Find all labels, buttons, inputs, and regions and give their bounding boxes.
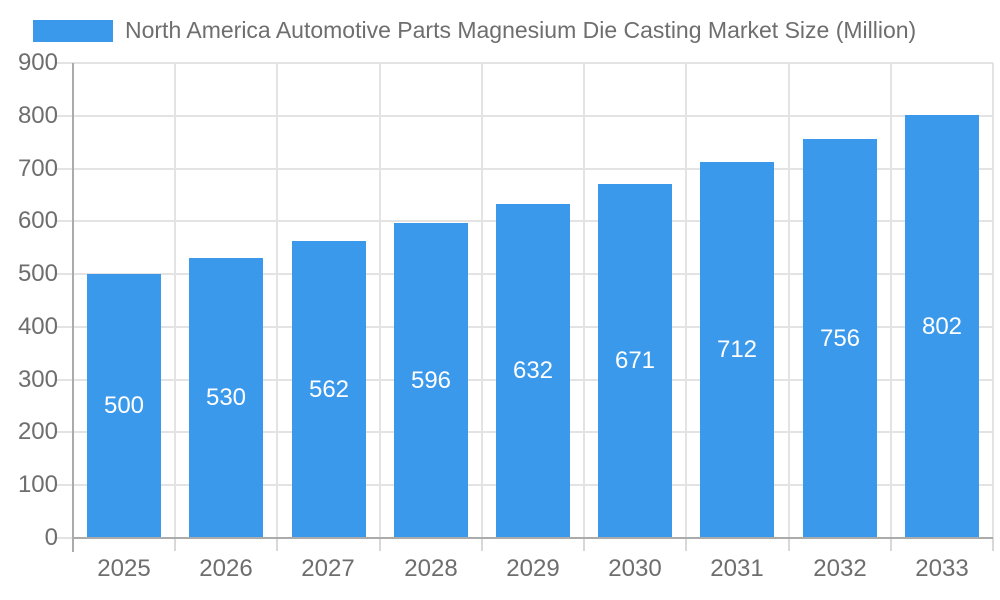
bar-value-label: 530	[205, 384, 247, 411]
y-gridline	[57, 167, 993, 170]
y-axis-tick-label: 0	[44, 524, 58, 551]
y-axis-tick-label: 900	[17, 49, 58, 76]
bar-value-label: 712	[716, 336, 758, 363]
x-axis-tick-label: 2032	[813, 555, 867, 582]
x-axis-tick	[174, 538, 176, 551]
x-axis-tick-label: 2033	[915, 555, 969, 582]
bar[interactable]: 756	[803, 139, 877, 538]
y-axis-tick-label: 200	[17, 418, 58, 446]
x-axis-tick-label: 2031	[710, 555, 764, 582]
bar[interactable]: 671	[598, 184, 672, 538]
x-gridline	[276, 63, 278, 538]
bar-value-label: 756	[819, 324, 861, 352]
bar-value-label: 596	[410, 366, 452, 394]
plot-area: 500 530 562 596 632 671 712 756 802	[57, 62, 994, 552]
bar[interactable]: 712	[700, 162, 774, 538]
x-axis-tick	[379, 538, 381, 551]
x-gridline	[583, 63, 585, 538]
x-gridline	[890, 63, 892, 538]
x-axis-tick-label: 2028	[404, 555, 458, 582]
bar-value-label: 500	[103, 392, 145, 419]
bar-value-label: 671	[614, 347, 656, 374]
x-gridline	[481, 63, 483, 538]
x-axis-tick-label: 2025	[97, 555, 151, 582]
y-axis-tick-label: 600	[17, 207, 58, 235]
x-gridline	[685, 63, 687, 538]
x-axis-tick	[481, 538, 483, 551]
x-axis-tick-label: 2029	[506, 555, 560, 582]
x-gridline	[174, 63, 176, 538]
x-gridline	[788, 63, 790, 538]
chart-legend[interactable]: North America Automotive Parts Magnesium…	[33, 17, 916, 44]
bar[interactable]: 632	[496, 204, 570, 538]
x-axis-tick	[583, 538, 585, 551]
bar[interactable]: 500	[87, 274, 161, 538]
y-axis-tick-label: 500	[17, 260, 58, 288]
bar-value-label: 632	[512, 357, 554, 384]
y-axis-tick-label: 800	[17, 101, 58, 129]
y-gridline	[57, 62, 993, 64]
x-axis-tick-label: 2027	[301, 555, 355, 582]
bar[interactable]: 802	[905, 115, 979, 538]
y-gridline	[57, 114, 993, 117]
x-axis-tick-label: 2026	[199, 555, 253, 582]
x-axis-tick-label: 2030	[608, 555, 662, 582]
y-axis-tick-label: 400	[17, 312, 58, 340]
legend-label: North America Automotive Parts Magnesium…	[125, 17, 917, 43]
x-gridline	[379, 63, 381, 538]
y-axis-tick-label: 100	[17, 471, 58, 499]
bar-value-label: 802	[921, 312, 963, 340]
x-axis-tick	[788, 538, 790, 551]
bar[interactable]: 562	[292, 241, 366, 538]
x-axis-tick	[992, 538, 994, 551]
x-axis-line	[72, 537, 993, 539]
y-axis-tick-label: 300	[17, 365, 58, 393]
x-axis-tick	[276, 538, 278, 551]
y-axis-line	[72, 63, 74, 552]
legend-swatch	[33, 19, 113, 42]
x-axis-tick	[890, 538, 892, 551]
y-axis-tick-label: 700	[17, 154, 58, 182]
x-axis-tick	[685, 538, 687, 551]
x-gridline	[992, 63, 994, 538]
bar[interactable]: 596	[394, 223, 468, 538]
bar[interactable]: 530	[189, 258, 263, 538]
bar-value-label: 562	[308, 375, 350, 403]
